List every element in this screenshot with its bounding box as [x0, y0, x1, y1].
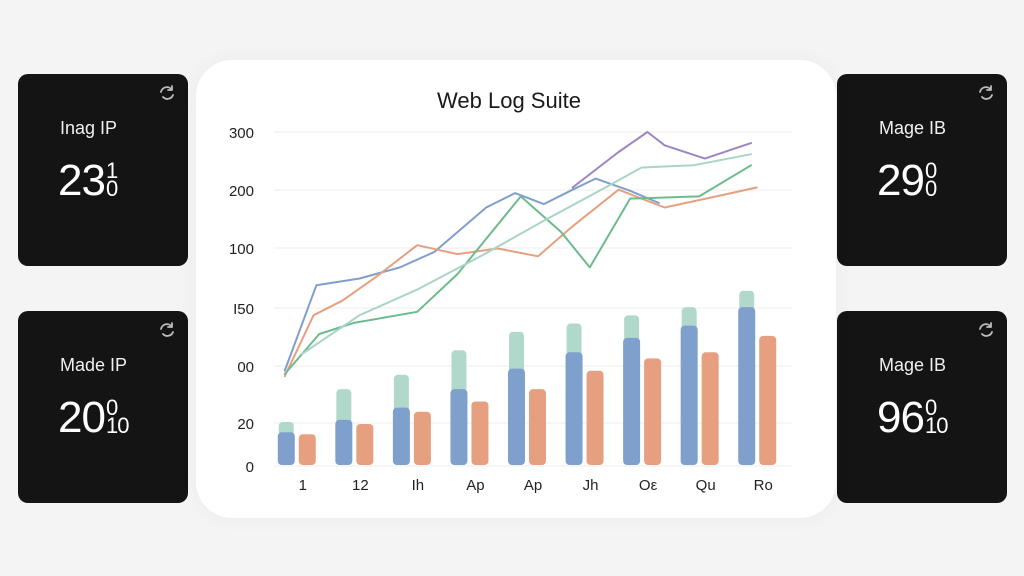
stat-value-sup: 0	[105, 395, 118, 420]
x-tick-label: Ro	[754, 477, 773, 494]
y-tick-label: 20	[237, 416, 254, 433]
chart-canvas: Web Log Suite 0 20 00 I50 100 200 300 1 12 Ih Ap A…	[229, 88, 792, 494]
series-line	[571, 131, 752, 189]
bar	[450, 389, 468, 465]
sync-icon[interactable]	[977, 321, 995, 339]
x-tick-label: Ap	[524, 477, 542, 494]
x-tick-label: Ih	[412, 477, 425, 494]
bar	[508, 368, 525, 465]
sync-icon[interactable]	[158, 84, 176, 102]
lines	[283, 131, 758, 378]
sync-icon[interactable]	[158, 321, 176, 339]
x-tick-label: Qu	[696, 477, 716, 494]
stat-value: 96 0 10	[877, 393, 949, 443]
stat-value: 20 0 10	[58, 393, 130, 443]
stat-value-main: 29	[877, 156, 925, 205]
stat-label: Mage IB	[879, 355, 947, 375]
stat-value: 23 1 0	[58, 156, 118, 206]
bar	[529, 389, 546, 465]
y-tick-label: I50	[233, 301, 254, 318]
x-tick-label: Oε	[639, 477, 658, 494]
series-line	[283, 186, 758, 378]
bar	[356, 424, 374, 465]
bar	[471, 401, 489, 465]
x-tick-label: Ap	[466, 477, 484, 494]
chart-title: Web Log Suite	[437, 88, 581, 113]
bar	[701, 352, 719, 465]
stat-value-sup: 0	[924, 158, 937, 183]
stat-label: Inag IP	[60, 118, 118, 138]
bar	[335, 419, 353, 465]
bar	[644, 358, 662, 465]
bar	[392, 407, 410, 465]
stat-card[interactable]: Mage IB 96 0 10	[837, 311, 1007, 503]
bars	[277, 290, 777, 465]
sync-icon[interactable]	[977, 84, 995, 102]
bar	[738, 307, 756, 465]
x-tick-label: 1	[299, 477, 307, 494]
stat-value-main: 23	[58, 156, 106, 205]
stat-value: 29 0 0	[877, 156, 937, 206]
stat-card[interactable]: Mage IB 29 0 0	[837, 74, 1007, 266]
bar	[586, 370, 604, 465]
bar	[413, 411, 431, 465]
y-axis: 0 20 00 I50 100 200 300	[229, 125, 254, 476]
x-tick-label: 12	[352, 477, 369, 494]
stat-value-sub: 0	[105, 176, 118, 201]
stat-label: Mage IB	[879, 118, 947, 138]
stat-value-sub: 10	[924, 413, 949, 438]
x-axis: 1 12 Ih Ap Ap Jh Oε Qu Ro	[299, 477, 773, 494]
y-tick-label: 0	[246, 459, 254, 476]
stat-card[interactable]: Made IP 20 0 10	[18, 311, 188, 503]
y-tick-label: 200	[229, 183, 254, 200]
stat-value-main: 96	[877, 393, 925, 442]
bar	[680, 325, 698, 465]
bar	[759, 335, 777, 465]
x-tick-label: Jh	[583, 477, 599, 494]
bar	[623, 337, 641, 465]
stat-value-sub: 10	[105, 413, 130, 438]
y-tick-label: 300	[229, 125, 254, 142]
series-line	[283, 177, 660, 372]
stat-card[interactable]: Inag IP 23 1 0	[18, 74, 188, 266]
bar	[565, 352, 583, 465]
y-tick-label: 00	[237, 359, 254, 376]
stat-value-sup: 0	[924, 395, 937, 420]
y-tick-label: 100	[229, 241, 254, 258]
stat-label: Made IP	[60, 355, 128, 375]
series-line	[301, 153, 752, 355]
bar	[277, 432, 295, 465]
stat-value-sup: 1	[105, 158, 118, 183]
bar	[298, 434, 316, 465]
stat-value-sub: 0	[924, 176, 937, 201]
chart-panel: Web Log Suite 0 20 00 I50 100 200 300 1 12 Ih Ap A…	[196, 60, 836, 518]
stat-value-main: 20	[58, 393, 106, 442]
